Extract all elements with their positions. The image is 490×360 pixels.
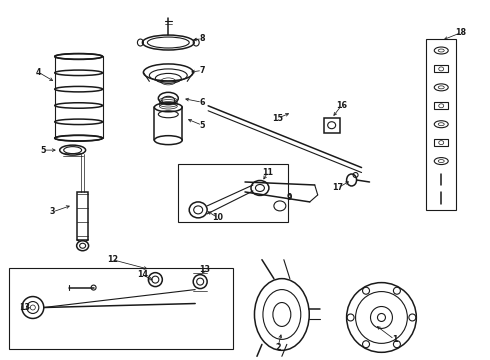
Ellipse shape — [346, 283, 416, 352]
Text: 4: 4 — [36, 68, 42, 77]
Text: 14: 14 — [137, 270, 148, 279]
Bar — [77, 192, 88, 240]
Text: 9: 9 — [287, 193, 293, 202]
Ellipse shape — [22, 297, 44, 319]
Text: 16: 16 — [336, 101, 347, 110]
Text: 17: 17 — [332, 184, 343, 193]
Text: 8: 8 — [199, 34, 205, 43]
Bar — [434, 66, 448, 72]
Text: 11: 11 — [263, 167, 273, 176]
Ellipse shape — [60, 145, 86, 155]
Bar — [434, 139, 448, 146]
Bar — [324, 118, 340, 133]
Text: 15: 15 — [272, 114, 283, 123]
Text: 5: 5 — [199, 121, 205, 130]
Ellipse shape — [346, 174, 357, 186]
Text: 13: 13 — [199, 265, 211, 274]
Text: 2: 2 — [275, 343, 281, 352]
Text: 12: 12 — [107, 255, 118, 264]
Bar — [434, 102, 448, 109]
Text: 6: 6 — [199, 98, 205, 107]
Text: 1: 1 — [392, 335, 397, 344]
Ellipse shape — [251, 180, 269, 195]
Ellipse shape — [148, 273, 162, 287]
Ellipse shape — [254, 279, 309, 350]
Text: 5: 5 — [40, 145, 46, 154]
Bar — [426, 39, 456, 210]
Text: 10: 10 — [213, 213, 223, 222]
Bar — [178, 164, 288, 222]
Text: 3: 3 — [50, 207, 55, 216]
Bar — [9, 268, 233, 349]
Text: 18: 18 — [456, 28, 467, 37]
Ellipse shape — [193, 275, 207, 289]
Ellipse shape — [189, 202, 207, 218]
Ellipse shape — [274, 201, 286, 211]
Text: 7: 7 — [199, 66, 205, 75]
Text: 13: 13 — [19, 303, 30, 312]
